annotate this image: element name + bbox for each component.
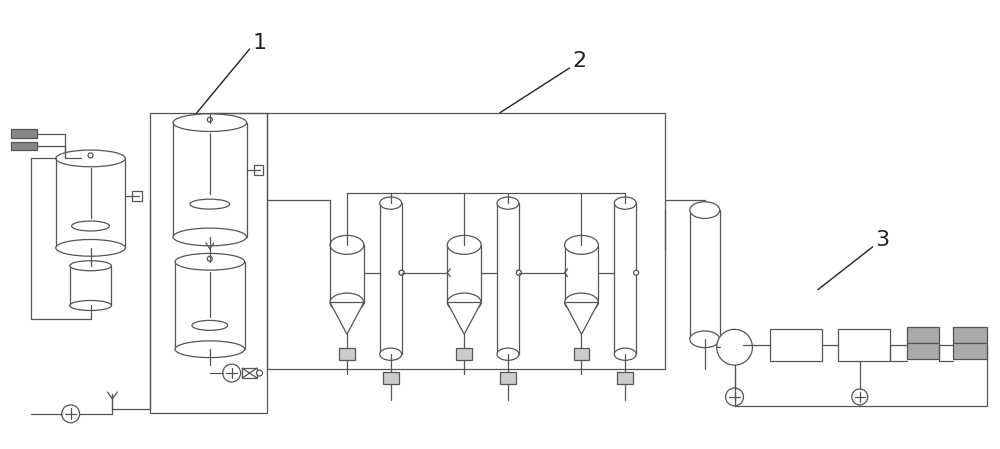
Ellipse shape	[497, 348, 519, 360]
Ellipse shape	[447, 235, 481, 254]
Circle shape	[62, 405, 80, 423]
Bar	[690, 210, 720, 339]
Bar	[11, 141, 37, 150]
Polygon shape	[565, 303, 598, 335]
Ellipse shape	[330, 235, 364, 254]
Bar	[907, 327, 939, 343]
Ellipse shape	[56, 150, 125, 167]
Bar	[447, 245, 481, 303]
Circle shape	[399, 270, 404, 275]
Bar	[565, 245, 598, 303]
Ellipse shape	[56, 239, 125, 256]
Bar	[838, 330, 890, 361]
Bar	[380, 203, 402, 354]
Circle shape	[399, 270, 404, 275]
Ellipse shape	[72, 221, 109, 231]
Bar	[11, 128, 37, 137]
Text: 1: 1	[252, 33, 267, 53]
Bar	[173, 123, 247, 237]
Bar	[175, 262, 245, 349]
Circle shape	[634, 270, 639, 275]
Ellipse shape	[190, 199, 230, 209]
Bar	[330, 245, 364, 303]
Ellipse shape	[565, 293, 598, 312]
Ellipse shape	[380, 197, 402, 209]
Bar	[770, 330, 822, 361]
Bar	[339, 348, 355, 360]
Circle shape	[257, 370, 262, 376]
Ellipse shape	[447, 293, 481, 312]
Bar	[907, 343, 939, 359]
Ellipse shape	[690, 202, 720, 218]
Ellipse shape	[175, 341, 245, 357]
Ellipse shape	[690, 331, 720, 348]
Bar	[617, 372, 633, 384]
Bar	[500, 372, 516, 384]
Circle shape	[717, 330, 752, 365]
Bar	[254, 165, 263, 175]
Bar	[953, 343, 987, 359]
Ellipse shape	[565, 235, 598, 254]
Ellipse shape	[614, 348, 636, 360]
Circle shape	[852, 389, 868, 405]
Text: 3: 3	[876, 230, 890, 250]
Bar	[242, 368, 257, 378]
Ellipse shape	[173, 114, 247, 132]
Text: 2: 2	[572, 51, 587, 71]
Bar	[574, 348, 589, 360]
Bar	[614, 203, 636, 354]
Circle shape	[88, 153, 93, 158]
Ellipse shape	[614, 197, 636, 209]
Polygon shape	[330, 303, 364, 335]
Bar	[497, 203, 519, 354]
Circle shape	[726, 388, 743, 406]
Ellipse shape	[173, 228, 247, 246]
Bar	[150, 113, 267, 413]
Ellipse shape	[330, 293, 364, 312]
Ellipse shape	[70, 300, 111, 311]
Circle shape	[516, 270, 521, 275]
Bar	[70, 266, 111, 305]
Bar	[953, 327, 987, 343]
Bar	[383, 372, 399, 384]
Ellipse shape	[175, 253, 245, 270]
Ellipse shape	[380, 348, 402, 360]
Circle shape	[207, 117, 212, 122]
Bar	[456, 348, 472, 360]
Ellipse shape	[192, 321, 228, 330]
Bar	[56, 158, 125, 248]
Circle shape	[223, 364, 241, 382]
Ellipse shape	[70, 261, 111, 271]
Bar	[132, 191, 142, 201]
Circle shape	[207, 256, 212, 261]
Polygon shape	[447, 303, 481, 335]
Ellipse shape	[497, 197, 519, 209]
Circle shape	[516, 270, 521, 275]
